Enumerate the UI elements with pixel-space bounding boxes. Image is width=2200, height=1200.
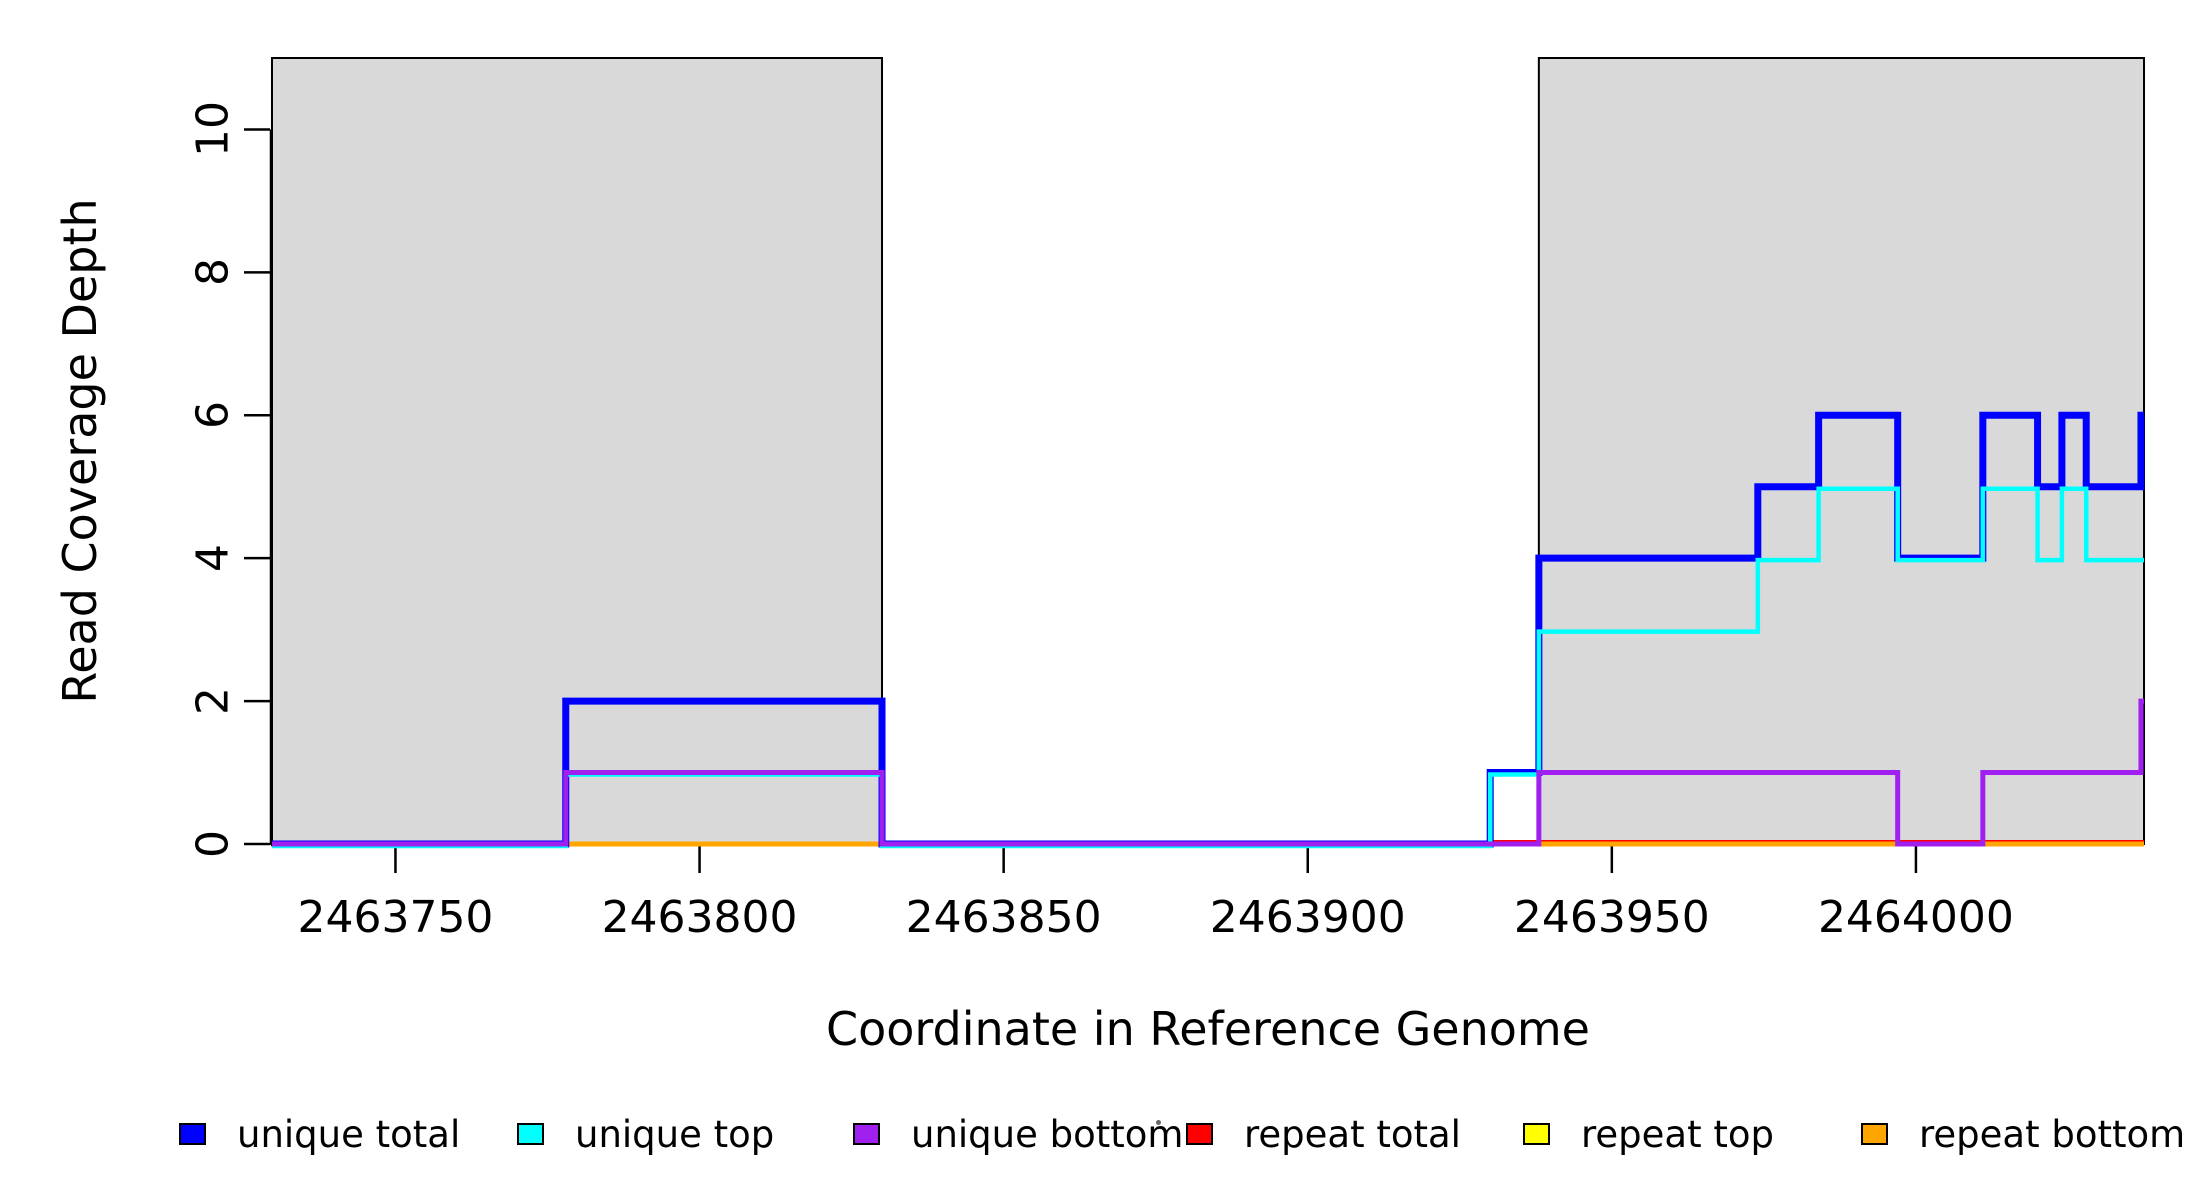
legend-swatch-repeat-top xyxy=(1523,1123,1550,1145)
y-tick-label: 4 xyxy=(187,544,239,573)
legend-label-unique-bottom: unique bottom xyxy=(911,1112,1184,1156)
legend-swatch-unique-top xyxy=(517,1123,544,1145)
series-line-unique-bottom xyxy=(272,698,2144,847)
y-axis-title: Read Coverage Depth xyxy=(53,198,107,704)
x-tick-label: 2463950 xyxy=(1513,892,1710,943)
x-tick-label: 2463800 xyxy=(601,892,798,943)
legend-label-repeat-total: repeat total xyxy=(1244,1112,1461,1156)
x-axis-title: Coordinate in Reference Genome xyxy=(826,1002,1590,1056)
y-tick-label: 6 xyxy=(187,401,239,430)
y-tick-label: 10 xyxy=(187,101,239,158)
legend-swatch-unique-total xyxy=(179,1123,206,1145)
y-tick-label: 8 xyxy=(187,258,239,287)
repeat-region-1 xyxy=(1537,57,2145,845)
x-tick-label: 2463850 xyxy=(905,892,1102,943)
x-tick-label: 2463900 xyxy=(1209,892,1406,943)
legend-swatch-repeat-total xyxy=(1186,1123,1213,1145)
legend-swatch-repeat-bottom xyxy=(1861,1123,1888,1145)
y-tick-label: 2 xyxy=(187,687,239,716)
x-tick-label: 2463750 xyxy=(297,892,494,943)
legend-swatch-unique-bottom xyxy=(853,1123,880,1145)
legend-label-repeat-top: repeat top xyxy=(1581,1112,1774,1156)
legend-label-repeat-bottom: repeat bottom xyxy=(1919,1112,2186,1156)
legend-label-unique-top: unique top xyxy=(575,1112,775,1156)
stray-dot xyxy=(1156,1120,1161,1125)
x-tick-label: 2464000 xyxy=(1817,892,2014,943)
y-tick-label: 0 xyxy=(187,830,239,858)
repeat-region-0 xyxy=(271,57,884,845)
legend-label-unique-total: unique total xyxy=(237,1112,461,1156)
